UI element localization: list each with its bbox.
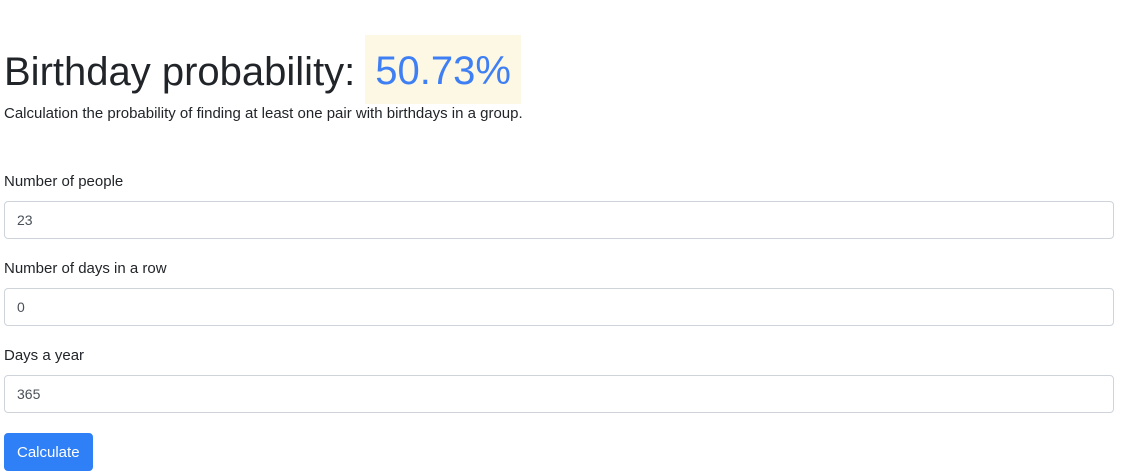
days-year-input[interactable]: 365 [4, 375, 1114, 413]
probability-result: 50.73% [365, 35, 521, 104]
days-in-row-label: Number of days in a row [4, 260, 167, 277]
page-title: Birthday probability: [4, 49, 356, 94]
probability-form: Number of people 23 Number of days in a … [4, 172, 1114, 471]
calculator-container: Birthday probability: 50.73% Calculation… [4, 35, 1114, 471]
days-in-row-input[interactable]: 0 [4, 288, 1114, 326]
people-label: Number of people [4, 173, 124, 190]
page-subtitle: Calculation the probability of finding a… [4, 105, 523, 122]
calculate-button[interactable]: Calculate [4, 433, 93, 471]
title-row: Birthday probability: 50.73% [4, 35, 1114, 104]
days-year-label: Days a year [4, 347, 85, 364]
people-input[interactable]: 23 [4, 201, 1114, 239]
